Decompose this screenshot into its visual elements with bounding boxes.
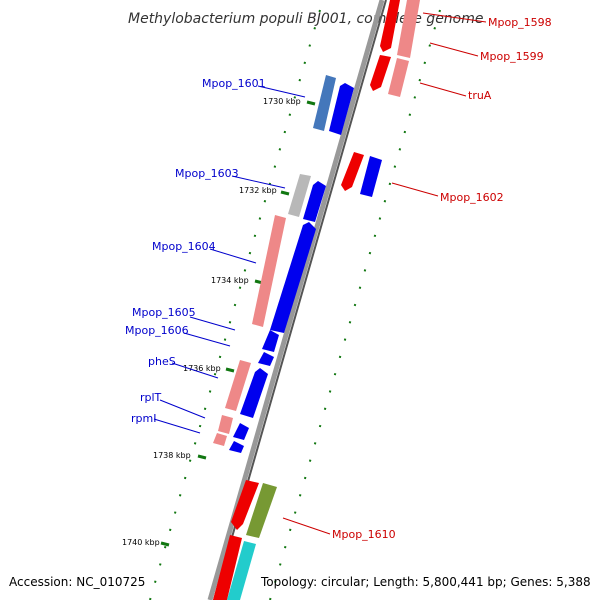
kbp-label: 1740 kbp: [122, 538, 160, 547]
gene-rpmi[interactable]: [229, 441, 244, 453]
gene-rplt[interactable]: [233, 423, 249, 440]
gene-label-mpop-1603[interactable]: Mpop_1603: [175, 167, 239, 180]
gene-phes-shade[interactable]: [225, 360, 251, 411]
gene-label-mpop-1604[interactable]: Mpop_1604: [152, 240, 216, 253]
reverse-strand-genes: [213, 0, 420, 600]
gene-label-mpop-1610[interactable]: Mpop_1610: [332, 528, 396, 541]
gene-mpop-1610[interactable]: [231, 480, 259, 530]
map-title: Methylobacterium populi BJ001, complete …: [128, 11, 484, 27]
gene-label-rplt[interactable]: rplT: [140, 391, 162, 404]
scale-ticks: [160, 100, 316, 547]
gene-bottom-cyan[interactable]: [227, 541, 256, 600]
gene-label-mpop-1605[interactable]: Mpop_1605: [132, 306, 196, 319]
gene-mpop-1603-shade[interactable]: [288, 174, 311, 217]
gene-mpop-1598[interactable]: [380, 0, 400, 52]
kbp-label: 1738 kbp: [153, 451, 191, 460]
gene-mpop-1610-shade[interactable]: [246, 483, 277, 538]
kbp-label: 1730 kbp: [263, 97, 301, 106]
gene-label-rpmi[interactable]: rpmI: [131, 412, 156, 425]
left-gene-labels: Mpop_1601 Mpop_1603 Mpop_1604 Mpop_1605 …: [125, 77, 306, 434]
kbp-label: 1734 kbp: [211, 276, 249, 285]
gene-mpop-1602-shade[interactable]: [360, 156, 382, 197]
gene-label-mpop-1598[interactable]: Mpop_1598: [488, 16, 552, 29]
gene-label-mpop-1599[interactable]: Mpop_1599: [480, 50, 544, 63]
gene-label-phes[interactable]: pheS: [148, 355, 176, 368]
gene-mpop-1602[interactable]: [341, 152, 364, 191]
gene-label-mpop-1601[interactable]: Mpop_1601: [202, 77, 266, 90]
kbp-label: 1736 kbp: [183, 364, 221, 373]
kbp-label: 1732 kbp: [239, 186, 277, 195]
gene-mpop-1604[interactable]: [270, 222, 316, 333]
gene-rpmi-shade[interactable]: [213, 433, 227, 446]
gene-mpop-1598-shade[interactable]: [397, 0, 420, 58]
gene-rplt-shade[interactable]: [218, 415, 233, 434]
gene-mpop-1606[interactable]: [258, 352, 274, 366]
gene-mpop-1603[interactable]: [303, 181, 326, 222]
gene-mpop-1599-shade[interactable]: [388, 58, 409, 97]
gene-mpop-1599[interactable]: [370, 55, 391, 91]
gene-mpop-1605[interactable]: [262, 330, 279, 352]
gene-label-mpop-1602[interactable]: Mpop_1602: [440, 191, 504, 204]
forward-strand-genes: [213, 75, 354, 453]
gene-label-mpop-1606[interactable]: Mpop_1606: [125, 324, 189, 337]
gene-mpop-1601[interactable]: [329, 83, 354, 135]
gene-mpop-1601-shade[interactable]: [313, 75, 336, 131]
accession-text: Accession: NC_010725: [9, 575, 145, 589]
scale-labels: 1730 kbp 1732 kbp 1734 kbp 1736 kbp 1738…: [122, 97, 301, 547]
gene-mpop-1604-shade[interactable]: [252, 215, 286, 327]
gc-content-track: [149, 9, 441, 600]
genome-summary-text: Topology: circular; Length: 5,800,441 bp…: [260, 575, 591, 589]
right-gene-labels: Mpop_1598 Mpop_1599 truA Mpop_1602 Mpop_…: [282, 12, 552, 541]
gene-phes[interactable]: [240, 368, 268, 418]
gene-label-trua[interactable]: truA: [468, 89, 492, 102]
gene-bottom-red[interactable]: [213, 535, 242, 600]
